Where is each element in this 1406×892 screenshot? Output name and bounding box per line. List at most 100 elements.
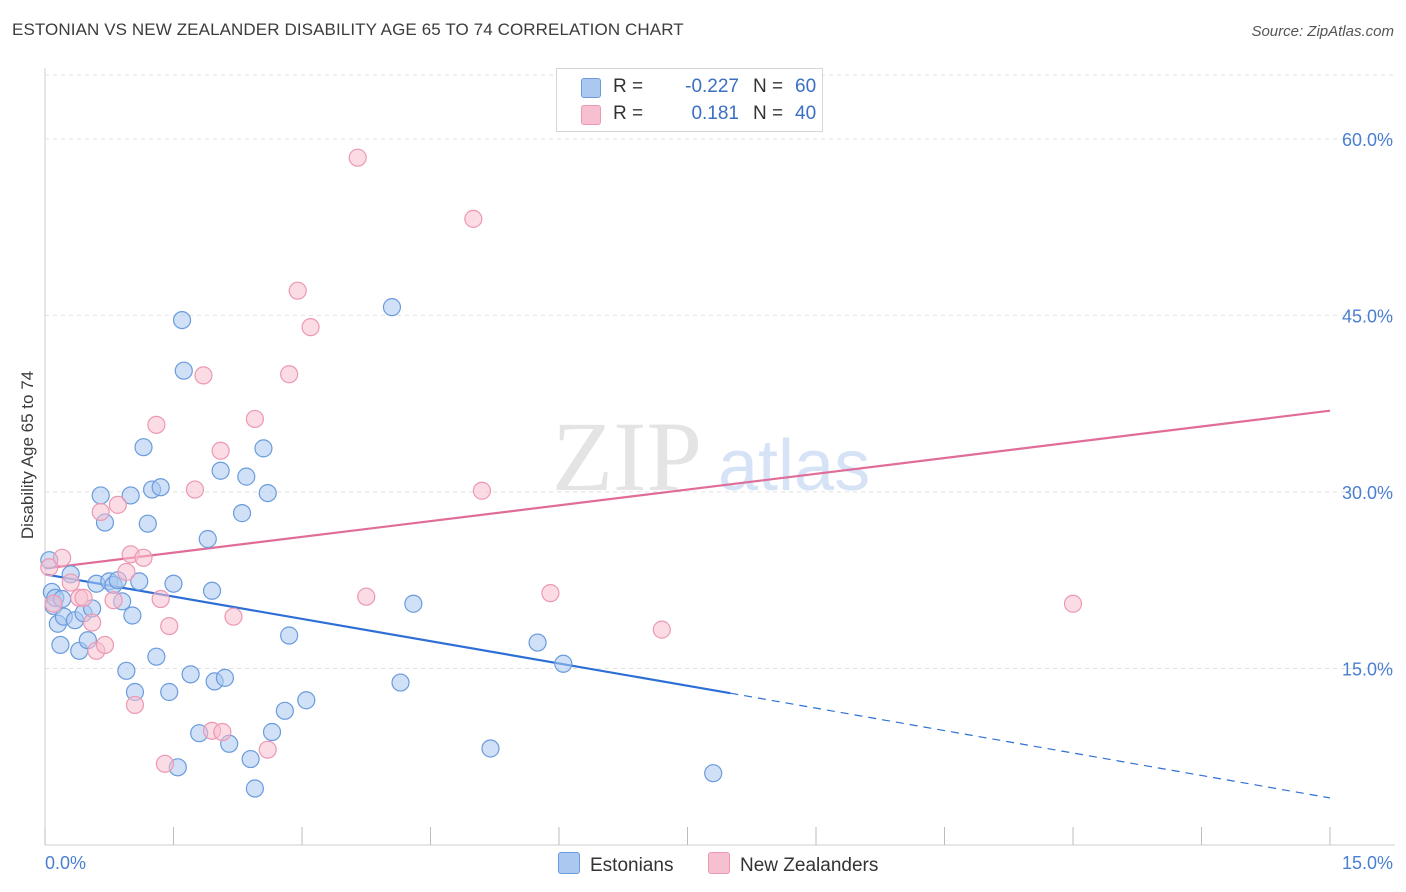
point-new-zealander bbox=[108, 495, 127, 514]
point-new-zealander bbox=[74, 588, 93, 607]
chart-title: ESTONIAN VS NEW ZEALANDER DISABILITY AGE… bbox=[12, 20, 684, 39]
point-estonian bbox=[130, 572, 149, 591]
watermark: ZIP atlas bbox=[552, 401, 870, 512]
point-new-zealander bbox=[280, 365, 299, 384]
point-new-zealander bbox=[53, 548, 72, 567]
point-new-zealander bbox=[652, 620, 671, 639]
trendline-estonians bbox=[44, 573, 731, 695]
point-estonian bbox=[123, 606, 142, 625]
point-estonian bbox=[280, 626, 299, 645]
point-new-zealander bbox=[104, 591, 123, 610]
point-new-zealander bbox=[160, 616, 179, 636]
point-new-zealander bbox=[357, 587, 376, 606]
point-new-zealander bbox=[91, 502, 110, 522]
point-new-zealander bbox=[185, 480, 205, 499]
point-new-zealander bbox=[541, 584, 560, 603]
y-tick-label: 45.0% bbox=[1342, 306, 1393, 326]
point-estonian bbox=[202, 581, 222, 600]
point-new-zealander bbox=[211, 441, 230, 460]
legend-r-label: R = bbox=[613, 76, 644, 97]
point-new-zealander bbox=[1063, 594, 1083, 613]
point-new-zealander bbox=[151, 589, 170, 609]
point-estonian bbox=[198, 529, 217, 549]
watermark-atlas: atlas bbox=[718, 426, 870, 506]
point-estonian bbox=[121, 486, 140, 505]
legend-swatch-pink bbox=[581, 105, 601, 125]
y-tick-label: 30.0% bbox=[1342, 483, 1393, 503]
point-estonian bbox=[181, 665, 200, 684]
correlation-legend: R = -0.227 N = 60 R = 0.181 N = 40 bbox=[556, 68, 823, 132]
point-new-zealander bbox=[125, 695, 145, 715]
point-estonian bbox=[241, 749, 260, 769]
point-new-zealander bbox=[194, 366, 213, 385]
point-estonian bbox=[160, 682, 179, 702]
point-new-zealander bbox=[348, 148, 367, 167]
point-new-zealander bbox=[44, 594, 63, 613]
legend-label-estonians: Estonians bbox=[590, 855, 674, 876]
new-zealanders-swatch bbox=[708, 852, 730, 874]
legend-n-label: N = bbox=[753, 76, 784, 97]
point-new-zealander bbox=[95, 635, 115, 655]
point-estonian bbox=[254, 439, 273, 458]
point-estonian bbox=[215, 668, 234, 687]
point-estonian bbox=[134, 438, 153, 457]
point-new-zealander bbox=[83, 613, 102, 632]
point-new-zealander bbox=[134, 548, 153, 567]
legend-n-value: 40 bbox=[795, 103, 817, 124]
point-estonian bbox=[262, 722, 282, 742]
point-estonian bbox=[258, 484, 277, 503]
point-estonian bbox=[382, 298, 402, 317]
point-new-zealander bbox=[258, 740, 277, 759]
x-tick-label: 0.0% bbox=[45, 853, 86, 873]
point-new-zealander bbox=[301, 318, 320, 337]
trendline-new-zealanders bbox=[44, 409, 1331, 570]
point-new-zealander bbox=[147, 415, 166, 434]
legend-r-value: -0.227 bbox=[685, 76, 739, 97]
point-estonian bbox=[174, 361, 193, 380]
legend-item-estonians: Estonians bbox=[558, 852, 673, 877]
point-estonian bbox=[138, 514, 157, 533]
y-tick-label: 60.0% bbox=[1342, 130, 1393, 150]
point-estonian bbox=[211, 461, 230, 480]
point-estonian bbox=[481, 739, 500, 758]
y-axis-label: Disability Age 65 to 74 bbox=[18, 371, 37, 539]
legend-r-value: 0.181 bbox=[691, 103, 739, 124]
x-tick-label: 15.0% bbox=[1342, 853, 1393, 873]
point-estonian bbox=[275, 701, 294, 720]
point-estonian bbox=[391, 673, 410, 692]
y-tick-label: 15.0% bbox=[1342, 659, 1393, 679]
data-points bbox=[40, 148, 1083, 798]
trendline-estonians-extrapolated bbox=[730, 692, 1331, 799]
point-estonian bbox=[172, 310, 192, 330]
grid-lines bbox=[45, 74, 1395, 669]
point-estonian bbox=[297, 691, 316, 710]
point-estonian bbox=[554, 654, 573, 673]
source-credit: Source: ZipAtlas.com bbox=[1251, 23, 1394, 40]
point-estonian bbox=[147, 647, 166, 666]
point-estonian bbox=[232, 504, 252, 523]
point-estonian bbox=[704, 764, 723, 783]
point-estonian bbox=[51, 635, 70, 655]
point-estonian bbox=[404, 594, 423, 613]
point-new-zealander bbox=[288, 281, 307, 300]
point-new-zealander bbox=[472, 481, 491, 500]
point-new-zealander bbox=[155, 754, 175, 773]
point-estonian bbox=[91, 486, 110, 505]
legend-label-new-zealanders: New Zealanders bbox=[740, 855, 879, 876]
series-legend: Estonians New Zealanders bbox=[0, 852, 1406, 878]
point-new-zealander bbox=[117, 562, 136, 582]
point-estonian bbox=[151, 478, 170, 497]
legend-item-new-zealanders: New Zealanders bbox=[708, 852, 878, 877]
point-new-zealander bbox=[40, 558, 59, 577]
watermark-zip: ZIP bbox=[552, 401, 702, 512]
point-new-zealander bbox=[224, 607, 243, 626]
estonians-swatch bbox=[558, 852, 580, 874]
tick-labels: 15.0% 30.0% 45.0% 60.0% 0.0% 15.0% bbox=[45, 130, 1393, 873]
point-estonian bbox=[117, 661, 136, 680]
point-estonian bbox=[164, 574, 183, 593]
point-estonian bbox=[528, 633, 547, 652]
point-estonian bbox=[237, 467, 256, 486]
point-new-zealander bbox=[464, 209, 483, 228]
point-new-zealander bbox=[213, 722, 232, 742]
